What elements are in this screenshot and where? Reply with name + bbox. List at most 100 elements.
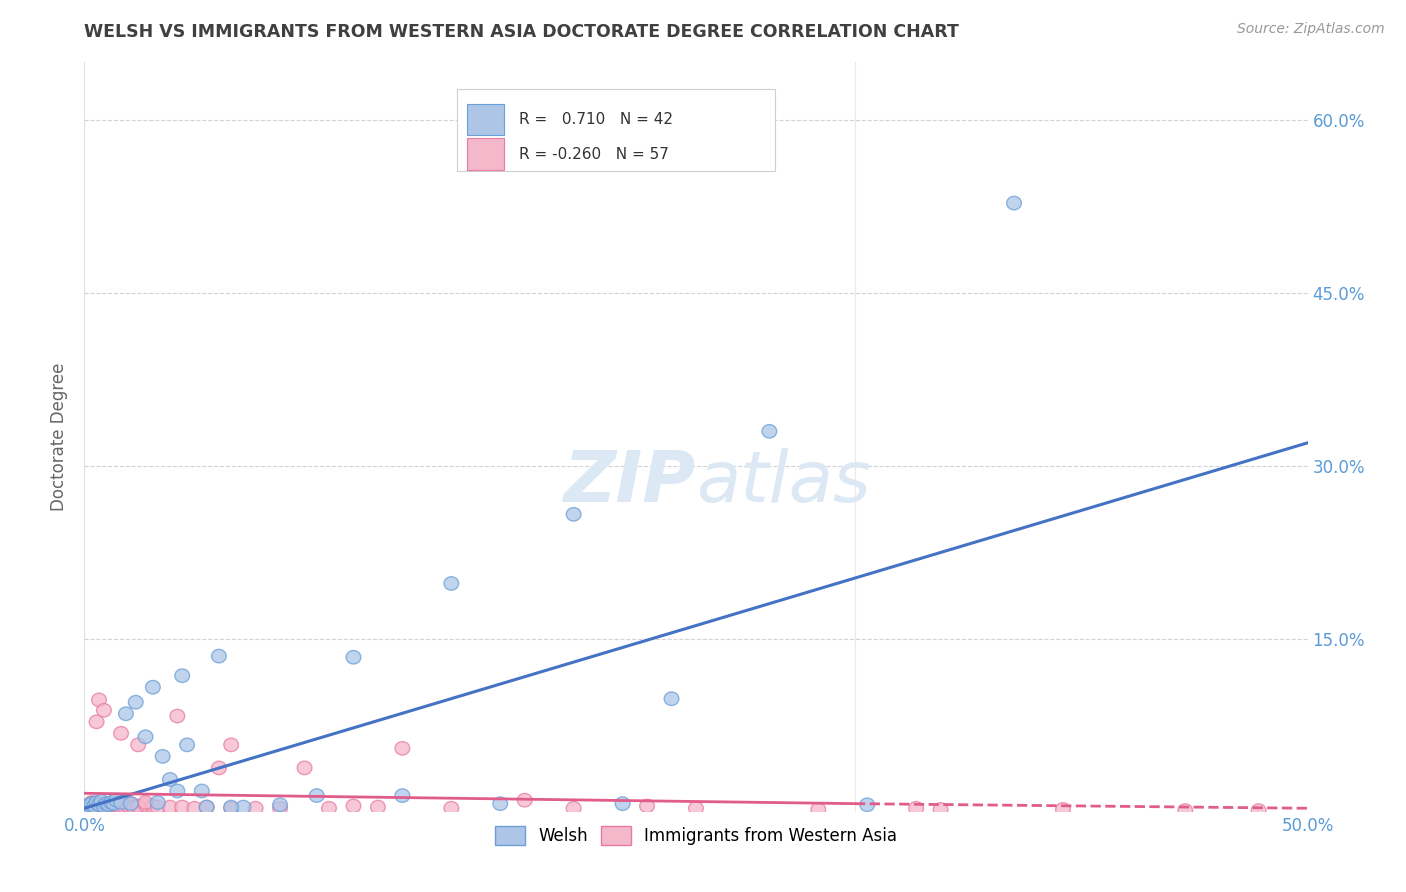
- Ellipse shape: [163, 772, 177, 786]
- Ellipse shape: [200, 800, 214, 814]
- FancyBboxPatch shape: [467, 138, 503, 169]
- Ellipse shape: [174, 669, 190, 682]
- Ellipse shape: [89, 715, 104, 729]
- Text: atlas: atlas: [696, 448, 870, 516]
- Ellipse shape: [84, 797, 98, 811]
- Ellipse shape: [80, 800, 94, 814]
- Ellipse shape: [101, 798, 117, 812]
- Ellipse shape: [170, 709, 184, 723]
- Text: ZIP: ZIP: [564, 448, 696, 516]
- Ellipse shape: [114, 727, 128, 740]
- Ellipse shape: [104, 796, 118, 809]
- Ellipse shape: [249, 802, 263, 815]
- Ellipse shape: [664, 692, 679, 706]
- Ellipse shape: [98, 797, 114, 811]
- Ellipse shape: [322, 802, 336, 815]
- Ellipse shape: [150, 800, 165, 814]
- Ellipse shape: [616, 797, 630, 811]
- Ellipse shape: [640, 799, 654, 813]
- Ellipse shape: [517, 794, 531, 807]
- Ellipse shape: [211, 649, 226, 663]
- Ellipse shape: [118, 797, 134, 811]
- Text: R =   0.710   N = 42: R = 0.710 N = 42: [519, 112, 672, 127]
- Ellipse shape: [150, 796, 165, 809]
- Ellipse shape: [118, 707, 134, 721]
- Ellipse shape: [444, 577, 458, 591]
- Ellipse shape: [187, 802, 202, 815]
- Ellipse shape: [346, 650, 361, 664]
- Legend: Welsh, Immigrants from Western Asia: Welsh, Immigrants from Western Asia: [488, 820, 904, 852]
- Ellipse shape: [94, 800, 108, 814]
- Ellipse shape: [127, 800, 141, 814]
- Ellipse shape: [146, 681, 160, 694]
- Ellipse shape: [114, 796, 128, 809]
- Ellipse shape: [762, 425, 776, 438]
- Ellipse shape: [82, 798, 97, 812]
- Ellipse shape: [138, 796, 153, 809]
- Ellipse shape: [567, 802, 581, 815]
- Ellipse shape: [273, 802, 287, 815]
- Ellipse shape: [84, 797, 98, 811]
- Ellipse shape: [273, 798, 287, 812]
- Ellipse shape: [84, 796, 98, 809]
- Ellipse shape: [91, 798, 107, 812]
- Ellipse shape: [101, 797, 117, 811]
- FancyBboxPatch shape: [457, 88, 776, 171]
- Ellipse shape: [1178, 804, 1192, 817]
- Ellipse shape: [1007, 196, 1021, 210]
- Ellipse shape: [111, 799, 127, 813]
- Ellipse shape: [163, 800, 177, 814]
- Text: Source: ZipAtlas.com: Source: ZipAtlas.com: [1237, 22, 1385, 37]
- Ellipse shape: [138, 730, 153, 744]
- Ellipse shape: [91, 693, 107, 706]
- Ellipse shape: [117, 799, 131, 813]
- Ellipse shape: [104, 800, 118, 814]
- Ellipse shape: [211, 761, 226, 774]
- Ellipse shape: [82, 798, 97, 812]
- Ellipse shape: [1056, 803, 1070, 816]
- Ellipse shape: [97, 798, 111, 812]
- Ellipse shape: [1251, 804, 1265, 817]
- Ellipse shape: [444, 802, 458, 815]
- Ellipse shape: [567, 508, 581, 521]
- Ellipse shape: [236, 800, 250, 814]
- Ellipse shape: [908, 802, 924, 815]
- Ellipse shape: [180, 738, 194, 752]
- Ellipse shape: [89, 796, 104, 809]
- Ellipse shape: [131, 738, 146, 752]
- Ellipse shape: [200, 800, 214, 814]
- Ellipse shape: [146, 799, 160, 813]
- Ellipse shape: [860, 798, 875, 812]
- Ellipse shape: [309, 789, 325, 802]
- Ellipse shape: [94, 795, 108, 808]
- Ellipse shape: [94, 798, 108, 812]
- Ellipse shape: [494, 797, 508, 811]
- Ellipse shape: [98, 799, 114, 813]
- Ellipse shape: [128, 696, 143, 709]
- Ellipse shape: [97, 799, 111, 813]
- Ellipse shape: [155, 749, 170, 764]
- Ellipse shape: [87, 799, 101, 813]
- Ellipse shape: [124, 797, 138, 811]
- Text: R = -0.260   N = 57: R = -0.260 N = 57: [519, 146, 668, 161]
- Ellipse shape: [108, 796, 124, 809]
- Ellipse shape: [108, 794, 124, 807]
- Ellipse shape: [89, 797, 104, 811]
- Ellipse shape: [224, 802, 239, 815]
- Ellipse shape: [121, 799, 136, 813]
- Ellipse shape: [97, 704, 111, 717]
- Ellipse shape: [811, 803, 825, 816]
- Ellipse shape: [224, 800, 239, 814]
- FancyBboxPatch shape: [467, 103, 503, 135]
- Text: WELSH VS IMMIGRANTS FROM WESTERN ASIA DOCTORATE DEGREE CORRELATION CHART: WELSH VS IMMIGRANTS FROM WESTERN ASIA DO…: [84, 23, 959, 41]
- Ellipse shape: [170, 784, 184, 797]
- Ellipse shape: [87, 799, 101, 813]
- Ellipse shape: [138, 798, 153, 812]
- Ellipse shape: [107, 798, 121, 812]
- Ellipse shape: [297, 761, 312, 774]
- Ellipse shape: [395, 789, 409, 802]
- Ellipse shape: [371, 800, 385, 814]
- Ellipse shape: [689, 802, 703, 815]
- Ellipse shape: [934, 803, 948, 816]
- Ellipse shape: [107, 797, 121, 811]
